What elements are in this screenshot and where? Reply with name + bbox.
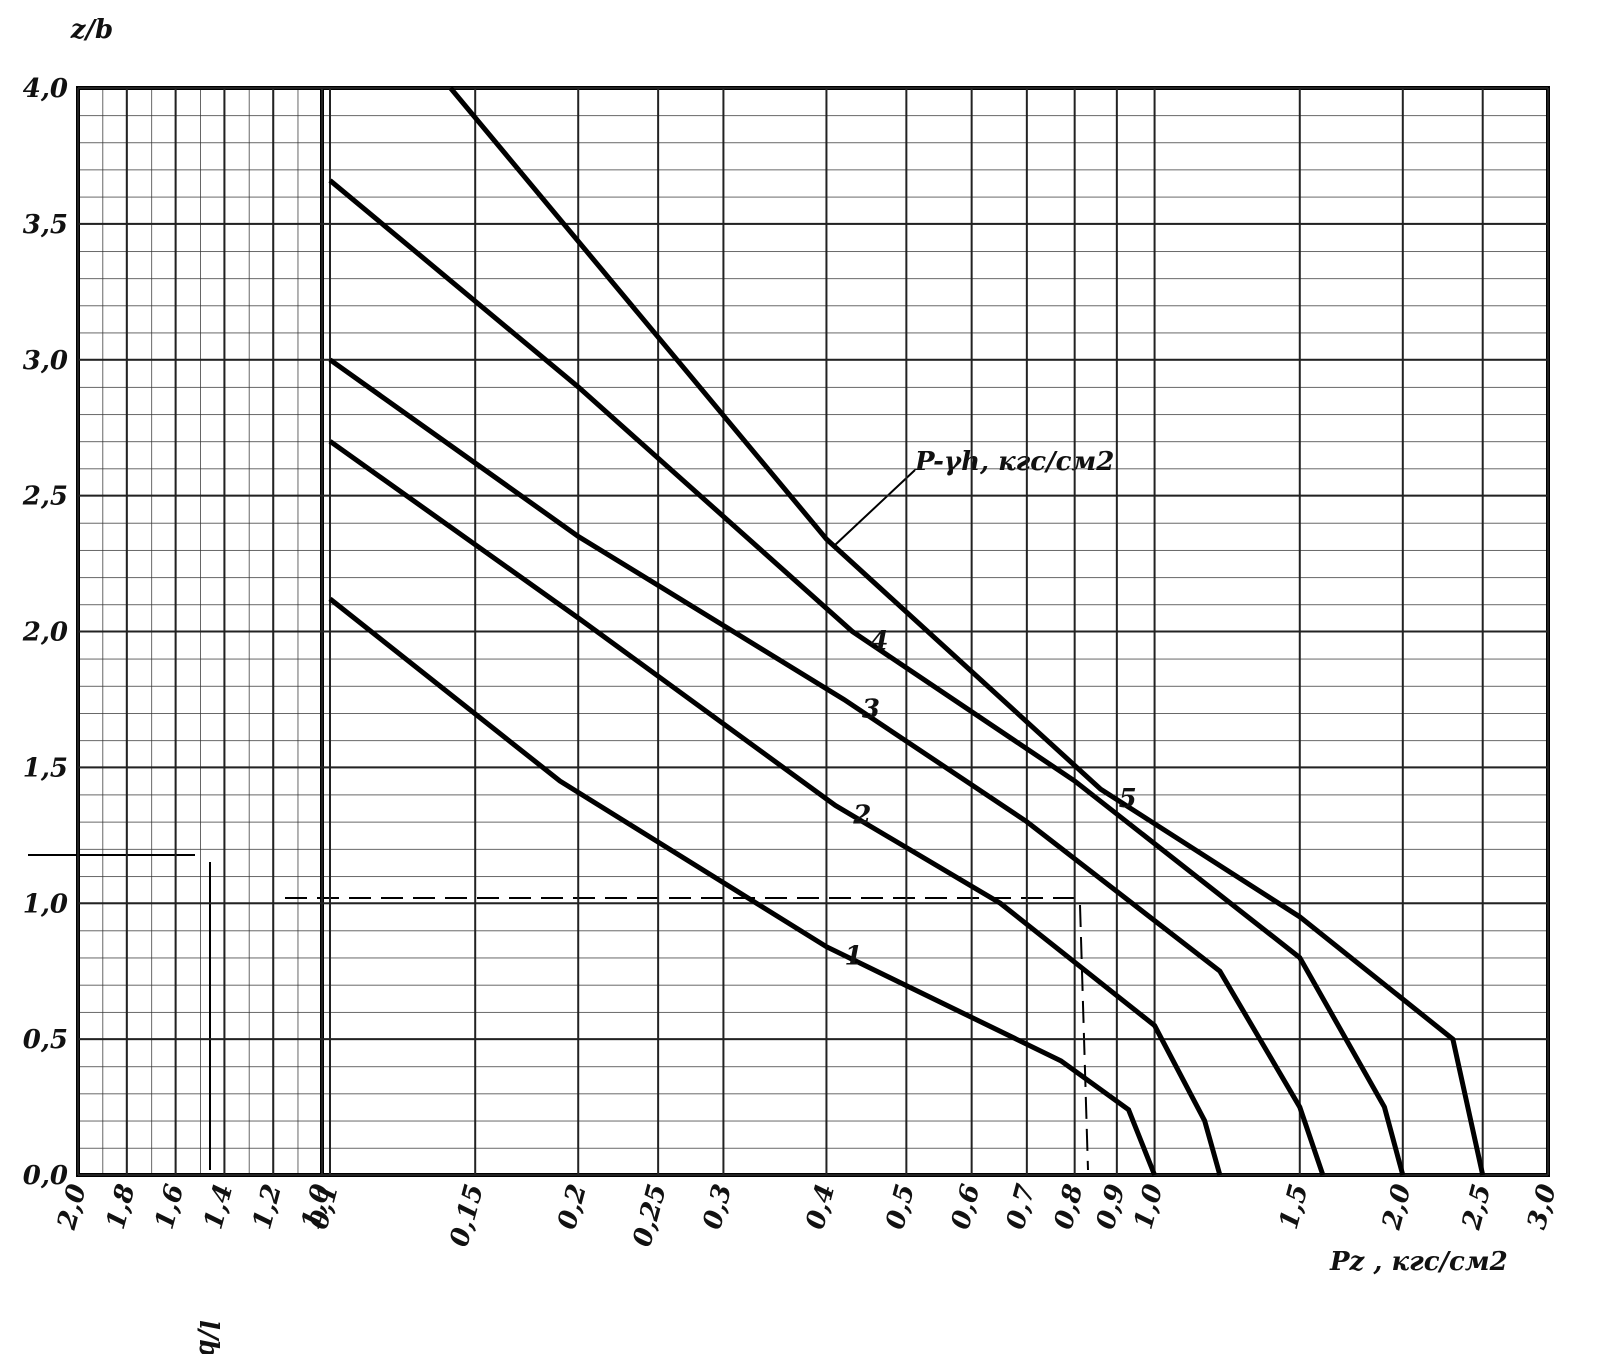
y-tick-label: 1,5 — [23, 753, 68, 783]
x2-tick-label: 1,6 — [150, 1181, 191, 1232]
curve-label: 5 — [1119, 784, 1137, 814]
x-tick-label: 0,9 — [1091, 1181, 1132, 1232]
curve — [448, 86, 1486, 1176]
y-tick-label: 2,5 — [22, 482, 68, 512]
y-tick-label: 2,0 — [22, 618, 68, 648]
x-tick-label: 2,0 — [1377, 1181, 1418, 1233]
annotation-leader — [834, 469, 916, 546]
y-tick-label: 0,5 — [23, 1025, 68, 1055]
curve — [328, 596, 1157, 1176]
annotation: P-γh, кгс/см2 — [914, 447, 1114, 477]
x-tick-label: 2,5 — [1457, 1181, 1498, 1233]
y-axis-title: z/b — [70, 15, 113, 45]
example-dashed — [1079, 904, 1089, 1171]
curve — [328, 439, 1223, 1176]
x2-tick-label: 1,8 — [101, 1181, 142, 1232]
curve-label: 1 — [844, 942, 862, 972]
x-tick-label: 0,7 — [1001, 1181, 1042, 1232]
y-tick-label: 4,0 — [23, 74, 68, 104]
y-tick-label: 0,0 — [23, 1161, 68, 1191]
x2-axis-title: l/b = — [193, 1320, 223, 1354]
x-axis-title: Pz , кгс/см2 — [1329, 1247, 1508, 1277]
curve — [328, 178, 1406, 1176]
curve-label: 3 — [862, 694, 880, 724]
y-tick-label: 3,5 — [23, 210, 68, 240]
x-tick-label: 3,0 — [1522, 1181, 1563, 1232]
x-tick-label: 0,8 — [1049, 1181, 1090, 1232]
x-tick-label: 1,0 — [1129, 1181, 1170, 1232]
x-tick-label: 0,4 — [801, 1181, 842, 1232]
x-tick-label: 0,6 — [946, 1181, 987, 1232]
x-tick-label: 1,5 — [1274, 1181, 1315, 1232]
x-tick-label: 0,25 — [628, 1181, 673, 1250]
x2-tick-label: 1,4 — [198, 1181, 239, 1232]
curve-label: 4 — [870, 627, 888, 657]
y-tick-label: 3,0 — [23, 346, 68, 376]
x-tick-label: 0,15 — [445, 1181, 490, 1250]
x-tick-label: 0,2 — [552, 1181, 593, 1232]
curve — [328, 357, 1326, 1176]
x2-tick-label: 1,2 — [247, 1181, 288, 1232]
y-tick-label: 1,0 — [23, 889, 68, 919]
curve-label: 2 — [852, 800, 871, 830]
x-tick-label: 0,3 — [697, 1181, 738, 1232]
x-tick-label: 0,5 — [880, 1181, 921, 1232]
